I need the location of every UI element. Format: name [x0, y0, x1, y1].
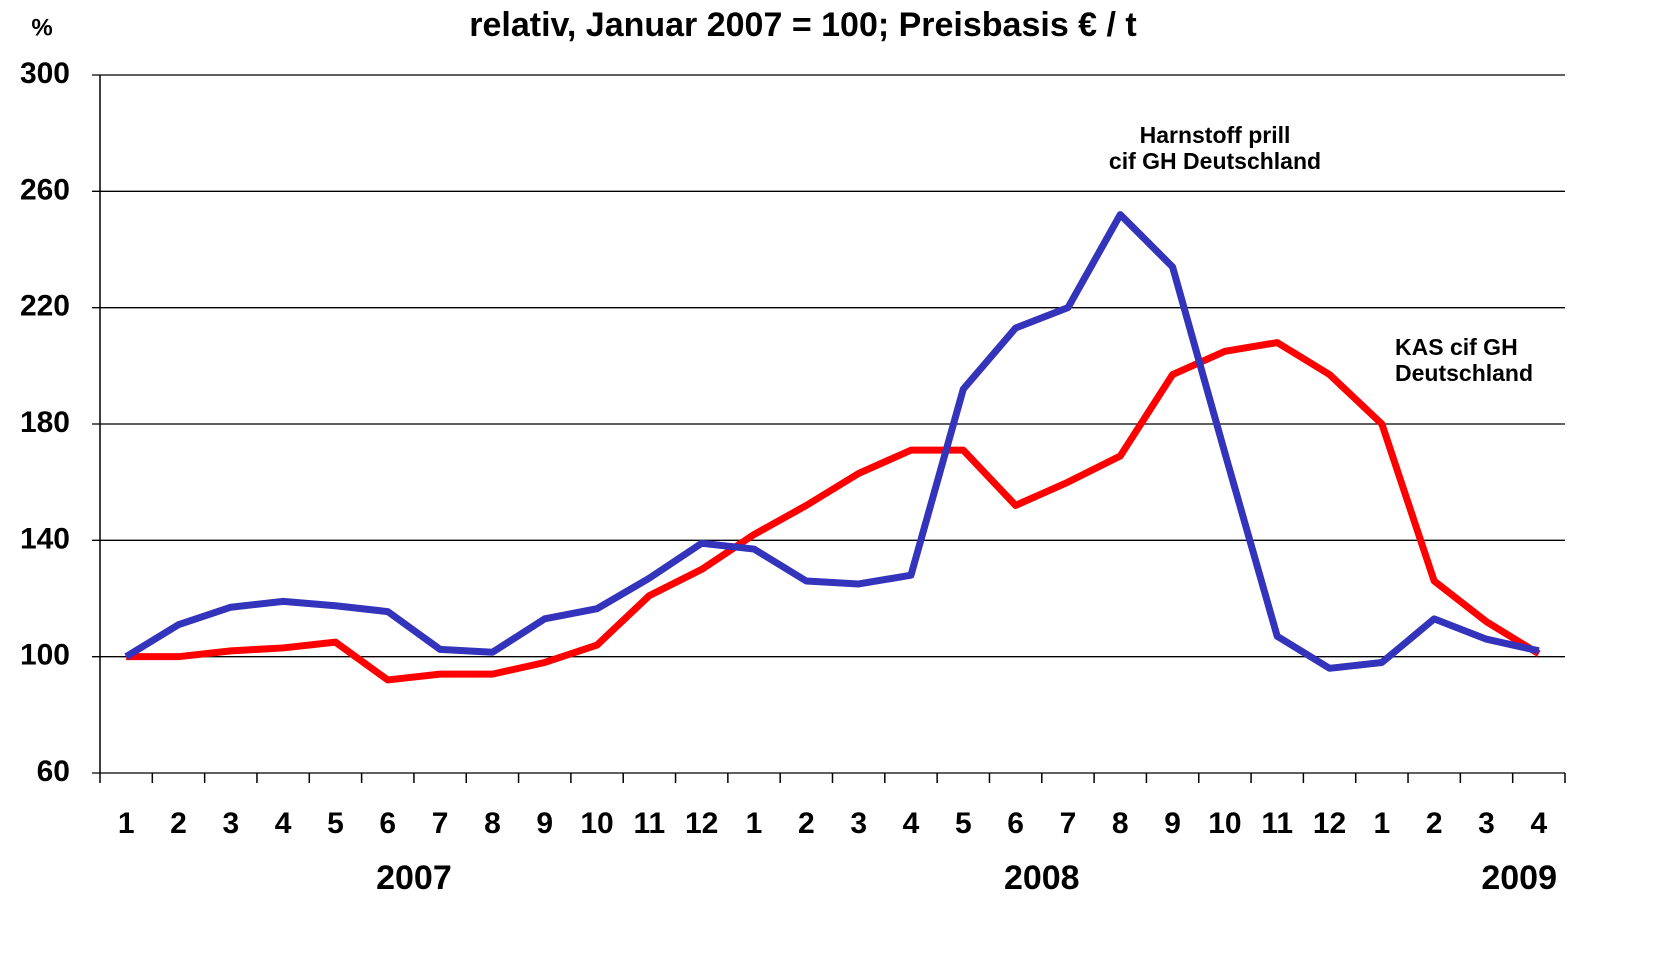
- annotation: Deutschland: [1395, 360, 1533, 386]
- x-tick-label: 1: [1374, 807, 1391, 840]
- x-tick-label: 1: [118, 807, 135, 840]
- y-tick-label: 180: [20, 406, 70, 439]
- x-tick-label: 4: [1530, 807, 1547, 840]
- y-tick-label: 260: [20, 173, 70, 206]
- y-tick-label: 220: [20, 290, 70, 323]
- x-tick-label: 3: [1478, 807, 1495, 840]
- x-tick-label: 6: [379, 807, 396, 840]
- annotation: cif GH Deutschland: [1109, 148, 1321, 174]
- x-tick-label: 3: [850, 807, 867, 840]
- year-label: 2008: [1004, 859, 1080, 897]
- x-tick-label: 9: [1164, 807, 1181, 840]
- series-line: [126, 339, 1541, 684]
- x-tick-label: 5: [327, 807, 344, 840]
- year-label: 2007: [376, 859, 452, 897]
- x-tick-label: 1: [746, 807, 763, 840]
- x-tick-label: 10: [580, 807, 613, 840]
- x-tick-label: 8: [1112, 807, 1129, 840]
- annotation: KAS cif GH: [1395, 334, 1518, 360]
- x-tick-label: 3: [222, 807, 239, 840]
- x-tick-label: 8: [484, 807, 501, 840]
- x-tick-label: 2: [170, 807, 187, 840]
- chart-title: relativ, Januar 2007 = 100; Preisbasis €…: [469, 6, 1137, 44]
- year-label: 2009: [1481, 859, 1557, 897]
- y-tick-label: 300: [20, 57, 70, 90]
- x-tick-label: 5: [955, 807, 972, 840]
- y-tick-label: 100: [20, 639, 70, 672]
- x-tick-label: 12: [1313, 807, 1346, 840]
- x-tick-label: 7: [1060, 807, 1077, 840]
- x-tick-label: 12: [685, 807, 718, 840]
- x-tick-label: 9: [536, 807, 553, 840]
- y-tick-label: 140: [20, 522, 70, 555]
- x-tick-label: 6: [1007, 807, 1024, 840]
- series-line: [124, 211, 1540, 672]
- annotation: Harnstoff prill: [1140, 122, 1291, 148]
- x-tick-label: 11: [1261, 807, 1293, 840]
- y-tick-label: 60: [37, 755, 70, 788]
- x-tick-label: 4: [903, 807, 920, 840]
- y-axis-label: %: [31, 14, 52, 41]
- x-tick-label: 7: [432, 807, 449, 840]
- x-tick-label: 10: [1208, 807, 1241, 840]
- x-tick-label: 2: [798, 807, 815, 840]
- x-tick-label: 11: [634, 807, 666, 840]
- x-tick-label: 2: [1426, 807, 1443, 840]
- x-tick-label: 4: [275, 807, 292, 840]
